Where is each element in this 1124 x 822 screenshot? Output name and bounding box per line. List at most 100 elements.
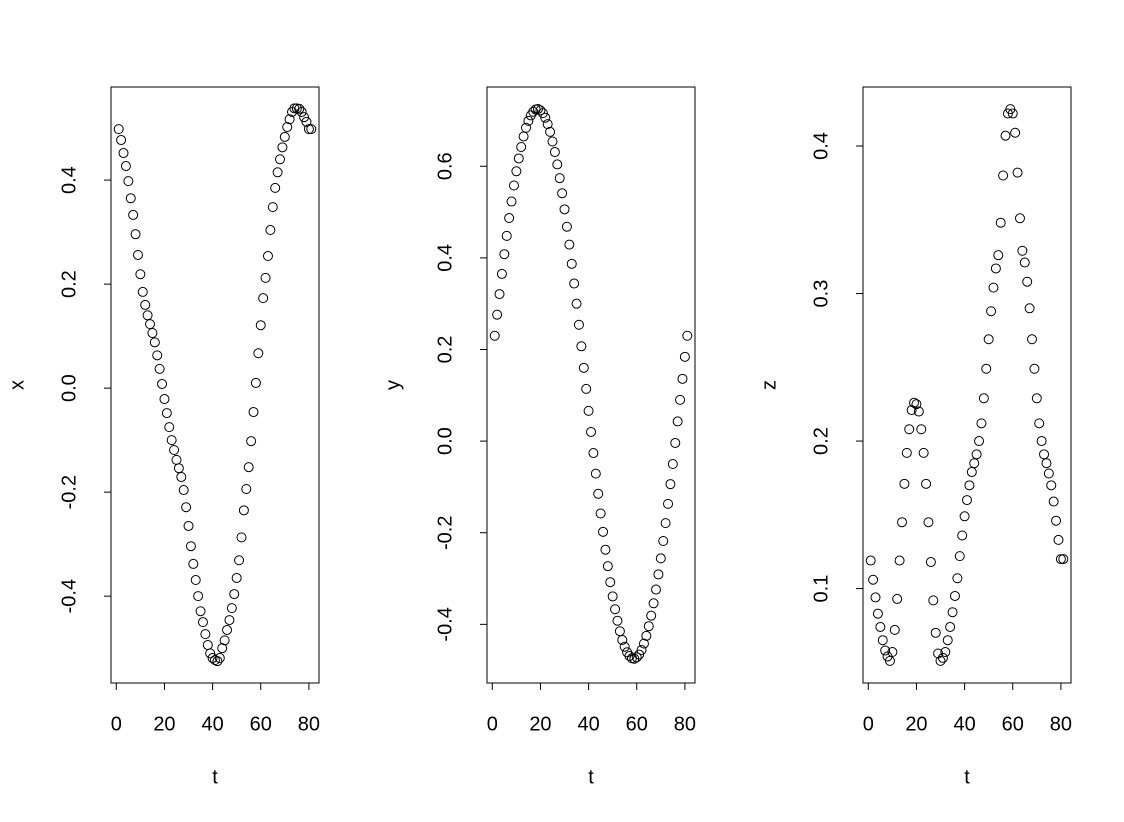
point bbox=[954, 551, 965, 562]
point bbox=[173, 463, 184, 474]
y-tick-label: 0.6 bbox=[434, 152, 456, 180]
y-tick-label: 0.2 bbox=[810, 427, 832, 455]
point bbox=[212, 656, 223, 667]
point bbox=[945, 621, 956, 632]
point bbox=[1019, 257, 1030, 268]
point bbox=[576, 341, 587, 352]
point bbox=[294, 103, 305, 114]
point bbox=[1043, 468, 1054, 479]
point bbox=[679, 351, 690, 362]
point bbox=[549, 147, 560, 158]
point bbox=[200, 629, 211, 640]
point bbox=[219, 635, 230, 646]
point bbox=[169, 445, 180, 456]
point bbox=[516, 142, 527, 153]
x-tick-label: 40 bbox=[953, 713, 975, 735]
point bbox=[265, 225, 276, 236]
point bbox=[921, 478, 932, 489]
point bbox=[1058, 554, 1069, 565]
point bbox=[1029, 363, 1040, 374]
point bbox=[193, 591, 204, 602]
point bbox=[262, 251, 273, 262]
y-tick-label: 0.2 bbox=[434, 336, 456, 364]
point bbox=[983, 334, 994, 345]
point bbox=[949, 590, 960, 601]
point bbox=[959, 511, 970, 522]
x-axis-label: t bbox=[212, 766, 218, 788]
point bbox=[188, 558, 199, 569]
point bbox=[651, 584, 661, 595]
point bbox=[190, 575, 201, 586]
point bbox=[981, 363, 992, 374]
point bbox=[877, 635, 888, 646]
point bbox=[653, 569, 664, 580]
x-tick-label: 20 bbox=[905, 713, 927, 735]
point bbox=[564, 239, 575, 250]
point bbox=[998, 170, 1009, 181]
point bbox=[154, 363, 165, 374]
point bbox=[176, 472, 187, 483]
point bbox=[125, 193, 136, 204]
point bbox=[508, 180, 519, 191]
point bbox=[590, 468, 601, 479]
point bbox=[258, 293, 269, 304]
point bbox=[164, 422, 175, 433]
point bbox=[913, 406, 924, 417]
point bbox=[923, 517, 934, 528]
point bbox=[301, 116, 312, 127]
point bbox=[253, 348, 264, 359]
point bbox=[1022, 276, 1033, 287]
point bbox=[1024, 303, 1035, 314]
point bbox=[552, 159, 563, 170]
point bbox=[569, 278, 580, 289]
y-axis-label: y bbox=[382, 380, 404, 390]
point bbox=[974, 436, 985, 447]
point bbox=[207, 653, 218, 664]
point bbox=[132, 249, 143, 260]
point bbox=[561, 221, 572, 232]
x-tick-label: 60 bbox=[626, 713, 648, 735]
point bbox=[236, 532, 247, 543]
x-axis-label: t bbox=[588, 766, 594, 788]
y-tick-label: 0.0 bbox=[58, 374, 80, 402]
y-tick-label: 0.1 bbox=[810, 575, 832, 603]
point bbox=[521, 122, 531, 133]
point bbox=[940, 647, 951, 658]
point bbox=[547, 136, 558, 147]
point bbox=[911, 399, 922, 410]
x-tick-label: 80 bbox=[298, 713, 320, 735]
point bbox=[660, 518, 671, 529]
point bbox=[222, 624, 233, 635]
point bbox=[140, 299, 151, 310]
point bbox=[573, 319, 584, 330]
point bbox=[557, 188, 568, 199]
point bbox=[916, 424, 927, 435]
point bbox=[157, 378, 168, 389]
point bbox=[504, 213, 515, 224]
point bbox=[971, 449, 982, 460]
point bbox=[962, 495, 972, 506]
point bbox=[1051, 515, 1062, 526]
point bbox=[655, 553, 666, 564]
point bbox=[1012, 167, 1023, 178]
point bbox=[523, 115, 534, 126]
point bbox=[969, 458, 980, 469]
point bbox=[993, 250, 1004, 261]
point bbox=[899, 478, 910, 489]
point bbox=[578, 362, 589, 373]
point bbox=[1000, 130, 1011, 141]
point bbox=[540, 112, 551, 123]
point bbox=[542, 119, 553, 130]
point bbox=[607, 591, 618, 602]
point bbox=[624, 650, 635, 661]
point bbox=[234, 555, 245, 566]
point bbox=[267, 202, 278, 213]
x-tick-label: 80 bbox=[674, 713, 696, 735]
point bbox=[161, 408, 172, 419]
point bbox=[598, 526, 609, 537]
y-tick-label: 0.0 bbox=[434, 427, 456, 455]
point bbox=[1053, 534, 1064, 545]
point bbox=[250, 377, 261, 388]
point bbox=[990, 263, 1001, 274]
